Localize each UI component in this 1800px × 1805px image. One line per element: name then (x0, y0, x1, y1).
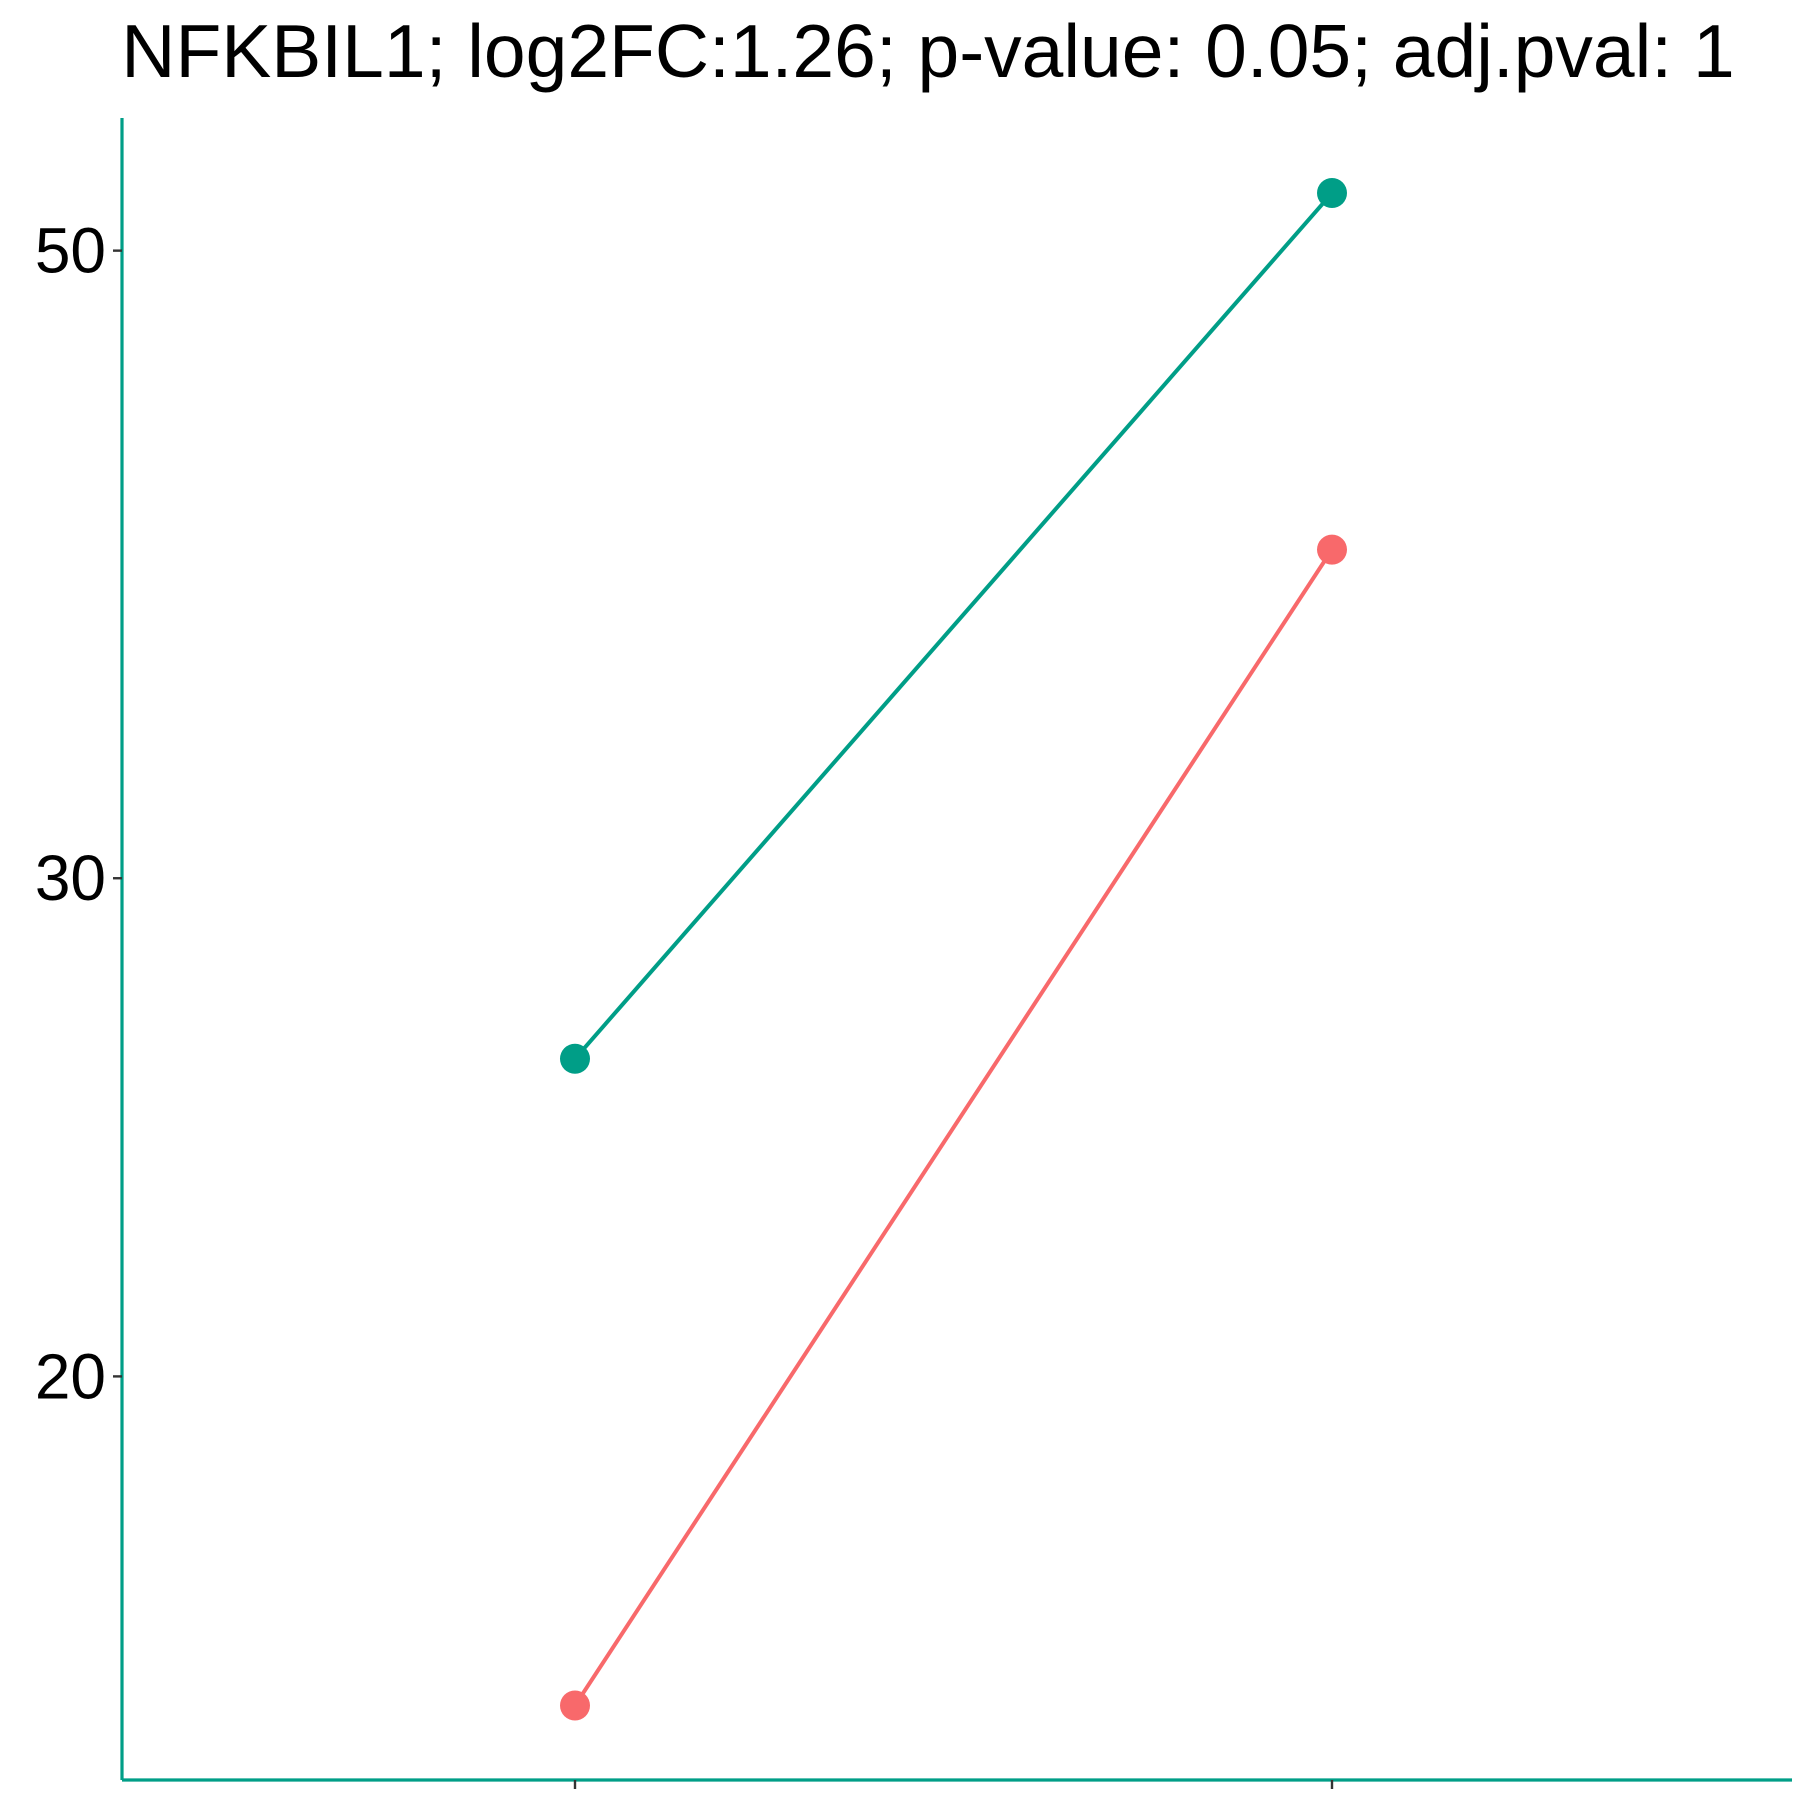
y-tick-label: 30 (35, 842, 106, 914)
series-layer (560, 178, 1347, 1721)
y-tick-label: 20 (35, 1340, 106, 1412)
y-axis-ticks: 20 30 50 (35, 215, 1334, 1789)
data-point (560, 1690, 590, 1721)
series-line (573, 191, 1334, 1061)
y-tick-label: 50 (35, 215, 106, 287)
axes (120, 118, 1792, 1782)
data-point (1317, 178, 1347, 209)
chart-title: NFKBIL1; log2FC:1.26; p-value: 0.05; adj… (121, 9, 1734, 93)
data-point (1317, 534, 1347, 565)
series-line (573, 548, 1334, 1707)
data-point (560, 1043, 590, 1074)
